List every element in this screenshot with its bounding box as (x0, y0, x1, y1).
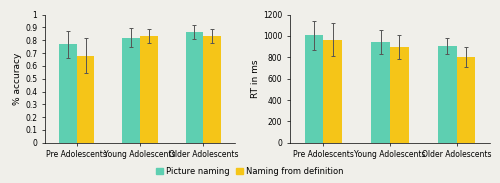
Bar (59, 44, 76, 143)
Bar (76, 56, 94, 143)
Bar (456, 57, 475, 143)
Y-axis label: % accuracy: % accuracy (14, 53, 22, 105)
Bar (204, 36, 221, 143)
Bar (186, 32, 204, 143)
Bar (140, 36, 158, 143)
Y-axis label: RT in ms: RT in ms (251, 59, 260, 98)
Bar (438, 46, 456, 143)
Bar (122, 38, 140, 143)
Bar (304, 36, 324, 143)
Bar (324, 40, 342, 143)
Bar (390, 47, 408, 143)
Legend: Picture naming, Naming from definition: Picture naming, Naming from definition (153, 163, 347, 179)
Bar (372, 42, 390, 143)
